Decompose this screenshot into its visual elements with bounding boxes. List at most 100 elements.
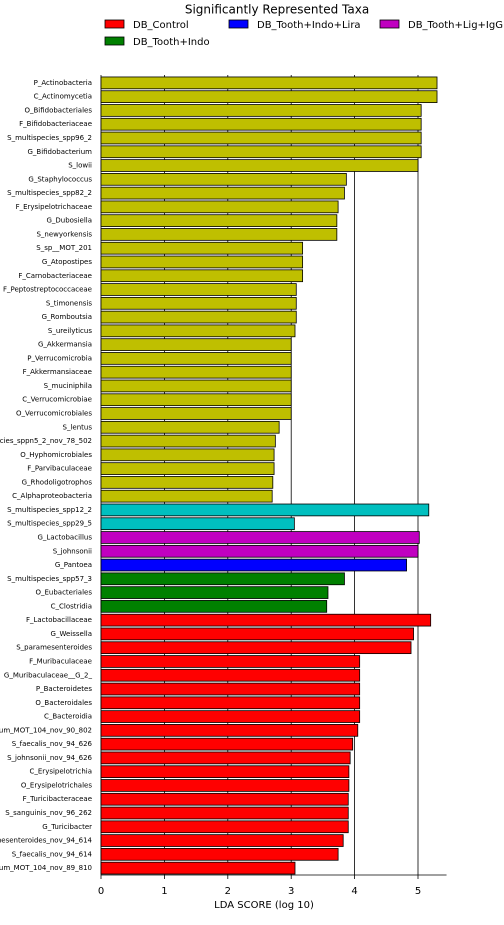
x-axis-label: LDA SCORE (log 10) bbox=[214, 900, 314, 911]
bar bbox=[100, 682, 361, 696]
bar bbox=[100, 572, 345, 586]
bar bbox=[100, 779, 350, 792]
legend-swatch bbox=[104, 19, 125, 29]
bar bbox=[100, 214, 338, 227]
y-tick-label: O_Bacteroidales bbox=[35, 699, 92, 707]
bar bbox=[100, 503, 430, 517]
bar bbox=[100, 613, 432, 627]
y-tick-label: S_multispecies_spp29_5 bbox=[7, 520, 92, 528]
x-tick-label: 5 bbox=[415, 886, 421, 897]
legend-swatch bbox=[104, 36, 125, 46]
bar bbox=[100, 517, 295, 531]
bar bbox=[100, 420, 280, 434]
y-tick-label: P_Verrucomicrobia bbox=[27, 354, 92, 362]
bar bbox=[100, 751, 351, 765]
y-tick-label: F_Akkermansiaceae bbox=[23, 368, 92, 376]
y-tick-label: F_Bifidobacteriaceae bbox=[19, 120, 92, 128]
legend-swatch bbox=[228, 19, 249, 29]
y-tick-label: S_paramesenteroides_nov_94_614 bbox=[0, 837, 93, 845]
bar bbox=[100, 296, 297, 310]
bar bbox=[100, 131, 422, 145]
bar bbox=[100, 476, 274, 489]
y-tick-label: G_Staphylococcus bbox=[28, 175, 92, 183]
legend-label: DB_Tooth+Indo+Lira bbox=[257, 20, 361, 31]
y-tick-label: S_muciniphila bbox=[44, 382, 92, 390]
y-tick-label: F_Erysipelotrichaceae bbox=[16, 203, 92, 211]
bar bbox=[100, 379, 292, 393]
bar bbox=[100, 558, 407, 572]
y-tick-label: S_multispecies_spp12_2 bbox=[7, 506, 92, 514]
y-tick-label: S_uncultured_bacterium_MOT_104_nov_90_80… bbox=[0, 726, 92, 734]
y-tick-label: G_Muribaculaceae__G_2_ bbox=[4, 671, 93, 679]
y-tick-label: S_paramesenteroides bbox=[16, 644, 92, 652]
bar bbox=[100, 434, 276, 448]
y-tick-label: F_Turicibacteraceae bbox=[23, 795, 92, 803]
bar bbox=[100, 228, 338, 241]
bar bbox=[100, 861, 296, 875]
y-tick-label: G_Bifidobacterium bbox=[27, 148, 92, 156]
bar bbox=[100, 324, 296, 338]
bar bbox=[100, 117, 422, 131]
x-tick-label: 1 bbox=[161, 886, 167, 897]
bar bbox=[100, 407, 292, 420]
bar bbox=[100, 241, 304, 255]
y-tick-label: O_Erysipelotrichales bbox=[21, 781, 92, 789]
bar bbox=[100, 806, 349, 820]
bar bbox=[100, 600, 328, 613]
bar bbox=[100, 834, 344, 847]
bar bbox=[100, 737, 354, 751]
legend-label: DB_Control bbox=[133, 20, 189, 31]
y-tick-label: S_uncultured_bacterium_MOT_104_nov_89_81… bbox=[0, 864, 92, 872]
bar bbox=[100, 200, 339, 214]
y-tick-label: G_Turicibacter bbox=[42, 823, 92, 831]
bar bbox=[100, 668, 361, 682]
x-tick-label: 3 bbox=[288, 886, 294, 897]
bar bbox=[100, 352, 292, 365]
y-tick-label: O_Bifidobacteriales bbox=[24, 106, 92, 114]
y-tick-label: G_Dubosiella bbox=[46, 217, 92, 225]
y-tick-label: C_Clostridia bbox=[51, 602, 92, 610]
y-tick-label: G_Weissella bbox=[51, 630, 92, 638]
bar bbox=[100, 462, 275, 475]
y-tick-label: G_Pantoea bbox=[55, 561, 92, 569]
bar bbox=[100, 145, 422, 159]
bar bbox=[100, 792, 349, 806]
y-tick-label: S_sp__MOT_201 bbox=[36, 244, 92, 252]
bar bbox=[100, 448, 275, 462]
bar bbox=[100, 627, 414, 641]
y-tick-label: P_Bacteroidetes bbox=[36, 685, 92, 693]
y-tick-label: S_johnsonii bbox=[53, 547, 92, 555]
bar bbox=[100, 848, 339, 861]
y-tick-label: G_Rhodoligotrophos bbox=[22, 478, 93, 486]
y-tick-label: S_sanguinis_nov_96_262 bbox=[5, 809, 92, 817]
y-tick-label: C_Actinomycetia bbox=[34, 93, 92, 101]
y-tick-label: S_faecalis_nov_94_614 bbox=[12, 850, 93, 858]
bar bbox=[100, 724, 359, 737]
chart-title: Significantly Represented Taxa bbox=[185, 3, 369, 17]
legend-swatch bbox=[379, 19, 400, 29]
bar bbox=[100, 393, 292, 407]
y-tick-label: S_multispecies_spp96_2 bbox=[7, 134, 92, 142]
y-tick-label: F_Muribaculaceae bbox=[29, 657, 92, 665]
bar bbox=[100, 696, 361, 710]
y-tick-label: C_Bacteroidia bbox=[44, 713, 92, 721]
bar bbox=[100, 544, 419, 558]
bar bbox=[100, 765, 350, 779]
bar bbox=[100, 489, 273, 503]
bar bbox=[100, 820, 349, 834]
y-tick-label: G_Atopostipes bbox=[42, 258, 92, 266]
y-tick-label: F_Carnobacteriaceae bbox=[18, 272, 92, 280]
y-tick-label: O_Verrucomicrobiales bbox=[16, 410, 92, 418]
y-tick-label: S_multispecies_spp82_2 bbox=[7, 189, 92, 197]
y-tick-label: F_Lactobacillaceae bbox=[26, 616, 92, 624]
bar bbox=[100, 186, 345, 200]
bar bbox=[100, 159, 419, 172]
bar bbox=[100, 365, 292, 379]
bar bbox=[100, 283, 297, 296]
y-tick-label: S_multispecies_sppn5_2_nov_78_502 bbox=[0, 437, 92, 445]
y-tick-label: C_Alphaproteobacteria bbox=[12, 492, 92, 500]
bar bbox=[100, 90, 438, 103]
y-tick-label: O_Hyphomicrobiales bbox=[20, 451, 92, 459]
bar bbox=[100, 641, 412, 655]
